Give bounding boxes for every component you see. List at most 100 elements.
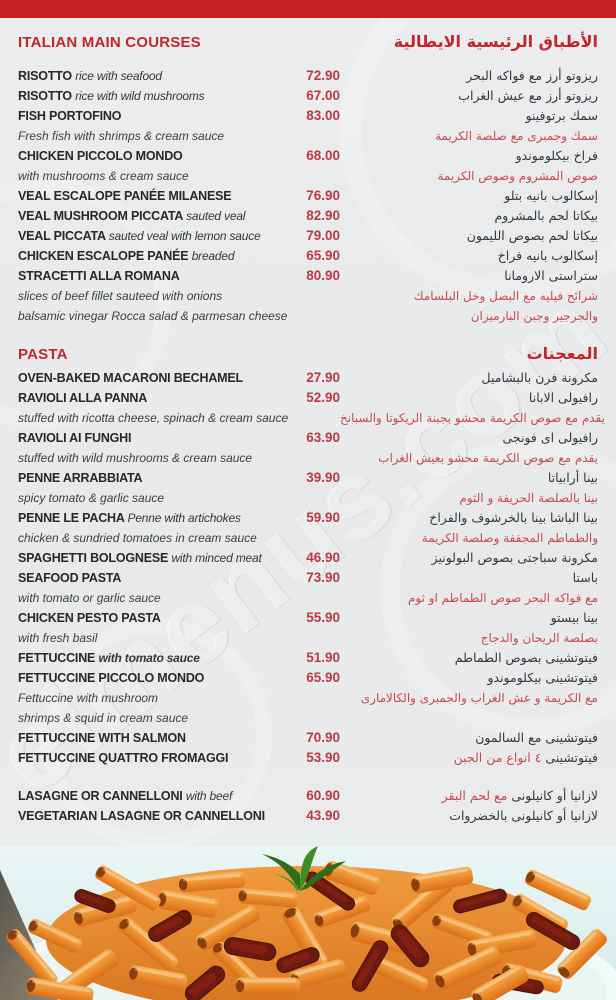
desc-en: with tomato or garlic sauce xyxy=(18,591,161,605)
item-en-cell: SEAFOOD PASTA 73.90 xyxy=(18,568,340,588)
item-desc-row: chicken & sundried tomatoes in cream sau… xyxy=(18,528,598,548)
item-ar-black: بينا بيستو xyxy=(550,610,598,625)
item-name-en: STRACETTI ALLA ROMANA xyxy=(18,269,180,283)
item-name-en: FETTUCCINE PICCOLO MONDO xyxy=(18,671,205,685)
item-name-ar: باستا xyxy=(340,568,598,588)
menu-item-row: FETTUCCINE QUATTRO FROMAGGI 53.90 فيتوتشين… xyxy=(18,748,598,768)
item-ar-black: ستراستى الارومانا xyxy=(504,268,598,283)
item-en-cell: CHICKEN PESTO PASTA 55.90 xyxy=(18,608,340,628)
menu-item-row: FISH PORTOFINO 83.00 سمك برتوفينو xyxy=(18,106,598,126)
item-name-en: OVEN-BAKED MACARONI BECHAMEL xyxy=(18,371,243,385)
item-en-cell: FETTUCCINE with tomato sauce 51.90 xyxy=(18,648,340,668)
item-ar-black: فيتوتشينى مع السالمون xyxy=(475,730,598,745)
item-ar-black: رافيولى الابانا xyxy=(528,390,598,405)
item-price: 70.90 xyxy=(306,730,340,745)
item-desc-row: spicy tomato & garlic sauce بينا بالصلصة … xyxy=(18,488,598,508)
desc-ar: شرائح فيليه مع البصل وخل البلسامك xyxy=(413,289,598,303)
item-en-cell: FETTUCCINE QUATTRO FROMAGGI 53.90 xyxy=(18,748,340,768)
item-desc-inline: with minced meat xyxy=(171,551,262,565)
menu-item-row: OVEN-BAKED MACARONI BECHAMEL 27.90 مكرونة … xyxy=(18,368,598,388)
desc-en: slices of beef fillet sauteed with onion… xyxy=(18,289,223,303)
item-desc-inline: sauted veal with lemon sauce xyxy=(108,229,261,243)
item-name-en: SEAFOOD PASTA xyxy=(18,571,122,585)
item-name-ar: بيكاتا لحم بصوص الليمون xyxy=(340,226,598,246)
item-desc-row: with mushrooms & cream sauce صوص المشروم … xyxy=(18,166,598,186)
menu-item-row: VEGETARIAN LASAGNE OR CANNELLONI 43.90 لاز… xyxy=(18,806,598,826)
item-name-ar: فيتوتشينى مع السالمون xyxy=(340,728,598,748)
menu-item-row: CHICKEN PICCOLO MONDO 68.00 فراخ بيكلوموند… xyxy=(18,146,598,166)
item-name-en: FETTUCCINE WITH SALMON xyxy=(18,731,186,745)
item-en-cell: VEGETARIAN LASAGNE OR CANNELLONI 43.90 xyxy=(18,806,340,826)
item-price: 53.90 xyxy=(306,750,340,765)
item-name-ar: ستراستى الارومانا xyxy=(340,266,598,286)
menu-item-row: FETTUCCINE PICCOLO MONDO 65.90 فيتوتشينى ب… xyxy=(18,668,598,688)
item-ar-black: ريزوتو أرز مع عيش الغراب xyxy=(458,88,598,103)
item-en-cell: FETTUCCINE WITH SALMON 70.90 xyxy=(18,728,340,748)
desc-en: chicken & sundried tomatoes in cream sau… xyxy=(18,531,257,545)
item-name-ar: فيتوتشينى بصوص الطماطم xyxy=(340,648,598,668)
item-desc-row: slices of beef fillet sauteed with onion… xyxy=(18,286,598,306)
item-desc-row: with fresh basil بصلصة الريحان والدجاج xyxy=(18,628,598,648)
item-name-en: VEAL ESCALOPE PANÉE MILANESE xyxy=(18,189,232,203)
item-ar-black: بيكاتا لحم بصوص الليمون xyxy=(466,228,598,243)
item-price: 83.00 xyxy=(306,108,340,123)
item-name-en: VEAL PICCATA sauted veal with lemon sauc… xyxy=(18,229,261,243)
item-name-en: LASAGNE OR CANNELLONI with beef xyxy=(18,789,233,803)
item-ar-black: فيتوتشينى بصوص الطماطم xyxy=(454,650,598,665)
item-name-en: PENNE LE PACHA Penne with artichokes xyxy=(18,511,241,525)
item-ar-black: إسكالوب بانيه فراخ xyxy=(497,248,598,263)
item-name-en: FISH PORTOFINO xyxy=(18,109,122,123)
item-name-ar: مكرونة فرن بالبشاميل xyxy=(340,368,598,388)
item-name-ar: مكرونة سباجتى بصوص البولونيز xyxy=(340,548,598,568)
menu-item-row: VEAL ESCALOPE PANÉE MILANESE 76.90 إسكالوب… xyxy=(18,186,598,206)
desc-ar: مع فواكه البحر صوص الطماطم او ثوم xyxy=(407,591,598,605)
item-name-en: SPAGHETTI BOLOGNESE with minced meat xyxy=(18,551,262,565)
item-en-cell: PENNE LE PACHA Penne with artichokes 59.9… xyxy=(18,508,340,528)
item-price: 79.00 xyxy=(306,228,340,243)
item-name-en: VEAL MUSHROOM PICCATA sauted veal xyxy=(18,209,246,223)
item-desc-row: stuffed with wild mushrooms & cream sauc… xyxy=(18,448,598,468)
item-name-ar: فراخ بيكلوموندو xyxy=(340,146,598,166)
item-ar-black: مكرونة فرن بالبشاميل xyxy=(481,370,598,385)
item-name-ar: رافيولى اى فونجى xyxy=(340,428,598,448)
desc-en: Fresh fish with shrimps & cream sauce xyxy=(18,129,225,143)
item-price: 51.90 xyxy=(306,650,340,665)
item-price: 67.00 xyxy=(306,88,340,103)
item-ar-black: لازانيا أو كانيلونى xyxy=(511,788,598,803)
desc-en: balsamic vinegar Rocca salad & parmesan … xyxy=(18,309,288,323)
item-price: 76.90 xyxy=(306,188,340,203)
desc-ar: بينا بالصلصة الحريفة و الثوم xyxy=(459,491,598,505)
item-desc-inline: rice with wild mushrooms xyxy=(75,89,205,103)
item-en-cell: VEAL PICCATA sauted veal with lemon sauc… xyxy=(18,226,340,246)
item-price: 65.90 xyxy=(306,248,340,263)
section-header: ITALIAN MAIN COURSES الأطباق الرئيسية الا… xyxy=(18,30,598,54)
item-en-cell: STRACETTI ALLA ROMANA 80.90 xyxy=(18,266,340,286)
item-price: 27.90 xyxy=(306,370,340,385)
item-ar-black: فيتوتشينى xyxy=(545,750,598,765)
item-name-en: FETTUCCINE QUATTRO FROMAGGI xyxy=(18,751,229,765)
item-ar-black: باستا xyxy=(572,570,598,585)
item-name-en: VEGETARIAN LASAGNE OR CANNELLONI xyxy=(18,809,265,823)
item-name-ar: ريزوتو أرز مع فواكه البحر xyxy=(340,66,598,86)
item-name-en: RISOTTO rice with wild mushrooms xyxy=(18,89,205,103)
item-en-cell: VEAL ESCALOPE PANÉE MILANESE 76.90 xyxy=(18,186,340,206)
section-gap xyxy=(18,768,598,786)
item-en-cell: LASAGNE OR CANNELLONI with beef 60.90 xyxy=(18,786,340,806)
item-name-ar: لازانيا أو كانيلونى مع لحم البقر xyxy=(340,786,598,806)
item-name-ar: إسكالوب بانيه فراخ xyxy=(340,246,598,266)
item-desc-inline: with beef xyxy=(185,789,233,803)
item-en-cell: SPAGHETTI BOLOGNESE with minced meat 46.9… xyxy=(18,548,340,568)
item-price: 55.90 xyxy=(306,610,340,625)
item-name-en: FETTUCCINE with tomato sauce xyxy=(18,651,200,665)
menu-item-row: PENNE LE PACHA Penne with artichokes 59.9… xyxy=(18,508,598,528)
desc-ar: والجرجير وجبن البارميزان xyxy=(470,309,598,323)
desc-ar: مع الكريمة و عش الغراب والجمبرى والكالام… xyxy=(360,691,598,705)
item-desc-row: stuffed with ricotta cheese, spinach & c… xyxy=(18,408,605,428)
item-desc-inline: rice with seafood xyxy=(75,69,162,83)
item-price: 39.90 xyxy=(306,470,340,485)
item-name-ar: إسكالوب بانيه بتلو xyxy=(340,186,598,206)
item-price: 59.90 xyxy=(306,510,340,525)
desc-ar: صوص المشروم وصوص الكريمة xyxy=(437,169,598,183)
item-price: 43.90 xyxy=(306,808,340,823)
